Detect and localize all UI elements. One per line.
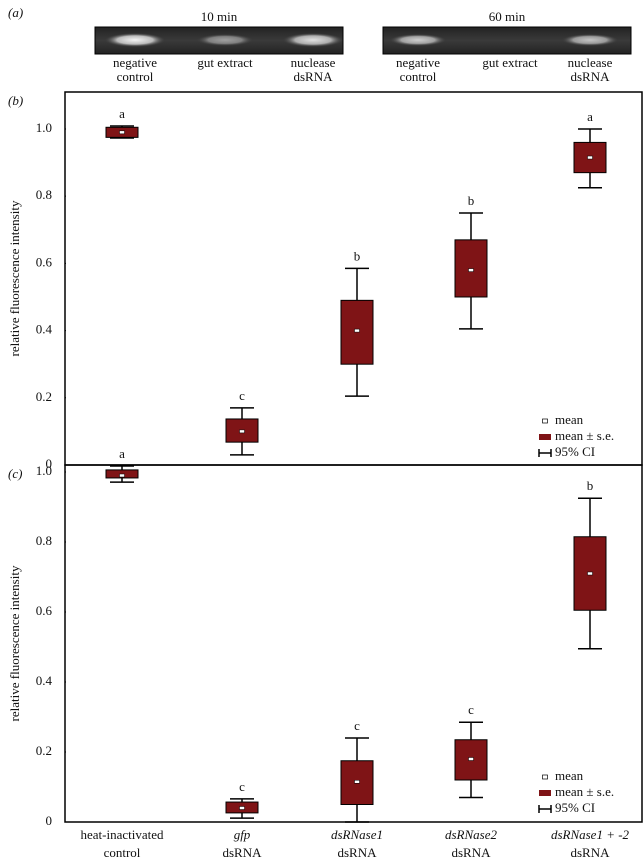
gel-band: [283, 33, 343, 47]
mean-marker: [354, 780, 360, 784]
mean-marker: [468, 268, 474, 272]
mean-marker: [239, 429, 245, 434]
y-tick-label: 0.2: [36, 389, 52, 404]
mean-marker: [239, 806, 245, 810]
x-tick-label: dsRNA: [337, 845, 377, 860]
significance-letter: a: [119, 446, 125, 461]
x-tick-label: dsRNase1 + -2: [551, 827, 630, 842]
y-tick-label: 0: [46, 813, 53, 828]
mean-marker: [468, 757, 474, 761]
lane-label: control: [400, 69, 437, 84]
y-tick-label: 1.0: [36, 120, 52, 135]
x-tick-label: dsRNA: [222, 845, 262, 860]
x-tick-label: dsRNA: [451, 845, 491, 860]
lane-label: nuclease: [291, 55, 336, 70]
mean-marker: [587, 571, 593, 576]
legend-key: [542, 418, 548, 424]
mean-marker: [119, 130, 125, 135]
gel-title: 10 min: [201, 9, 238, 24]
lane-label: nuclease: [568, 55, 613, 70]
y-tick-label: 0.4: [36, 322, 53, 337]
y-tick-label: 0.8: [36, 533, 52, 548]
panel-label: (a): [8, 5, 23, 20]
gel-band: [390, 34, 446, 46]
legend-label: mean ± s.e.: [555, 428, 614, 443]
gel-band: [562, 34, 618, 46]
legend-key: [542, 774, 548, 780]
significance-letter: c: [239, 388, 245, 403]
lane-label: negative: [396, 55, 440, 70]
legend-label: mean ± s.e.: [555, 784, 614, 799]
lane-label: control: [117, 69, 154, 84]
lane-label: dsRNA: [570, 69, 610, 84]
significance-letter: b: [354, 248, 361, 263]
significance-letter: a: [119, 106, 125, 121]
x-tick-label: dsRNase1: [331, 827, 383, 842]
mean-marker: [354, 328, 360, 333]
significance-letter: a: [587, 109, 593, 124]
x-tick-label: heat-inactivated: [80, 827, 164, 842]
lane-label: gut extract: [482, 55, 538, 70]
significance-letter: c: [239, 779, 245, 794]
y-axis-label: relative fluorescence intensity: [7, 200, 22, 356]
lane-label: gut extract: [197, 55, 253, 70]
y-tick-label: 1.0: [36, 463, 52, 478]
legend-label: 95% CI: [555, 444, 595, 459]
y-tick-label: 0.2: [36, 743, 52, 758]
gel-panel: (a): [8, 5, 632, 55]
x-tick-label: gfp: [234, 827, 251, 842]
x-tick-label: control: [104, 845, 141, 860]
gel-title: 60 min: [489, 9, 526, 24]
panel-label: (b): [8, 93, 23, 108]
plot-frame: [64, 91, 643, 466]
legend-label: mean: [555, 768, 584, 783]
significance-letter: b: [468, 193, 475, 208]
significance-letter: c: [354, 718, 360, 733]
lane-label: negative: [113, 55, 157, 70]
significance-letter: c: [468, 702, 474, 717]
gel-band: [197, 34, 253, 46]
legend-key: [539, 790, 551, 796]
y-axis-label: relative fluorescence intensity: [7, 565, 22, 721]
y-tick-label: 0.4: [36, 673, 53, 688]
legend-key: [539, 434, 551, 440]
legend-label: mean: [555, 412, 584, 427]
mean-marker: [119, 473, 125, 478]
y-tick-label: 0.8: [36, 187, 52, 202]
panel-label: (c): [8, 466, 22, 481]
legend-label: 95% CI: [555, 800, 595, 815]
y-tick-label: 0.6: [36, 254, 53, 269]
y-tick-label: 0: [46, 456, 53, 471]
x-tick-label: dsRNA: [570, 845, 610, 860]
x-tick-label: dsRNase2: [445, 827, 498, 842]
mean-marker: [587, 155, 593, 160]
y-tick-label: 0.6: [36, 603, 53, 618]
lane-label: dsRNA: [293, 69, 333, 84]
significance-letter: b: [587, 478, 594, 493]
gel-band: [105, 33, 165, 47]
